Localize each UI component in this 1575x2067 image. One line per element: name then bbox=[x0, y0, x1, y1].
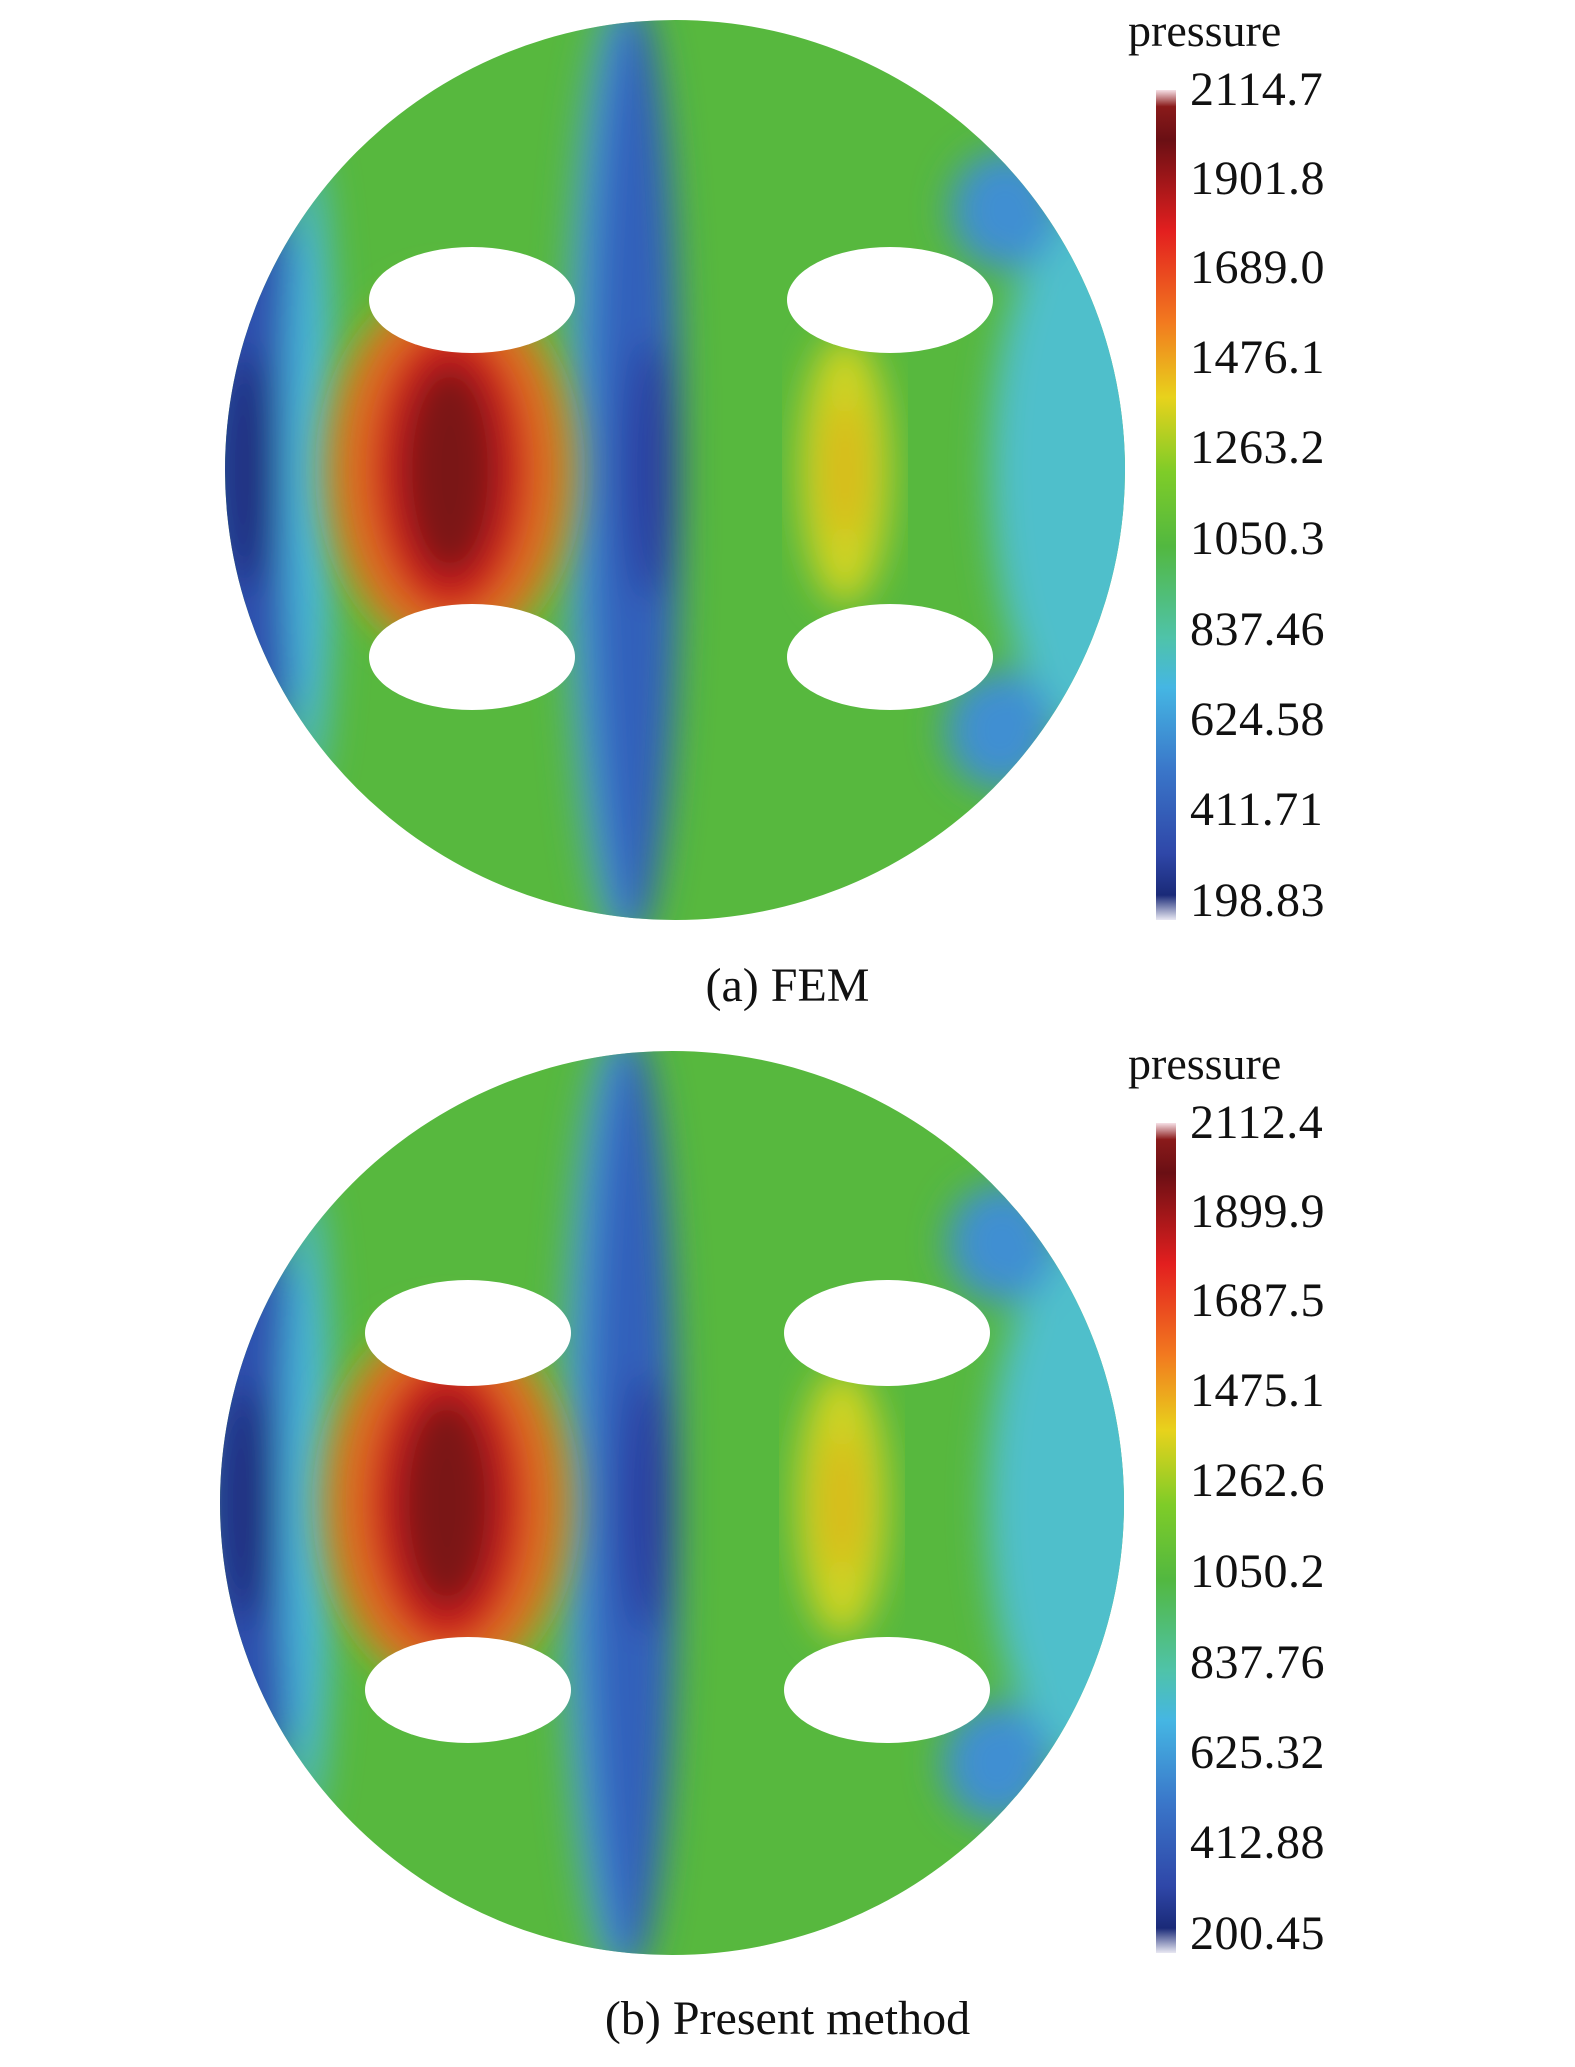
colorbar bbox=[1156, 90, 1176, 920]
colorbar-tick-label: 625.32 bbox=[1190, 1726, 1325, 1779]
colorbar-tick-label: 1475.1 bbox=[1190, 1364, 1325, 1417]
colorbar-tick-label: 1687.5 bbox=[1190, 1274, 1325, 1327]
colorbar-tick-label: 1262.6 bbox=[1190, 1454, 1325, 1507]
transition-left bbox=[285, 150, 335, 790]
colorbar-tick-label: 1899.9 bbox=[1190, 1185, 1325, 1238]
colorbar-tick-label: 837.76 bbox=[1190, 1636, 1325, 1689]
colorbar-title: pressure bbox=[1128, 5, 1282, 56]
colorbar-tick-label: 624.58 bbox=[1190, 693, 1325, 746]
secondary-high-core bbox=[822, 1433, 862, 1573]
colorbar-title: pressure bbox=[1128, 1038, 1282, 1089]
panel-fem: pressure 2114.7 1901.8 1689.0 1476.1 126… bbox=[0, 0, 1575, 1033]
colorbar-tick-label: 1689.0 bbox=[1190, 241, 1325, 294]
right-upper-low bbox=[947, 1183, 1057, 1303]
central-low-core bbox=[625, 340, 675, 600]
colorbar bbox=[1156, 1123, 1176, 1953]
high-pressure-core bbox=[400, 360, 500, 580]
hole-bottom-right bbox=[784, 1637, 990, 1743]
hole-top-left bbox=[365, 1280, 571, 1386]
colorbar-tick-label: 837.46 bbox=[1190, 603, 1325, 656]
colorbar-tick-label: 1901.8 bbox=[1190, 152, 1325, 205]
colorbar-tick-label: 2114.7 bbox=[1190, 63, 1324, 116]
panel-caption: (b) Present method bbox=[604, 1992, 971, 2045]
colorbar-tick-label: 411.71 bbox=[1190, 783, 1324, 836]
right-edge-band bbox=[987, 1243, 1124, 1763]
transition-left bbox=[283, 1183, 333, 1823]
right-upper-low bbox=[950, 150, 1060, 270]
colorbar-tick-label: 1050.2 bbox=[1190, 1545, 1325, 1598]
panel-caption: (a) FEM bbox=[705, 959, 870, 1012]
hole-bottom-left bbox=[365, 1637, 571, 1743]
secondary-high-core bbox=[825, 400, 865, 540]
hole-top-left bbox=[369, 247, 575, 353]
colorbar-tick-label: 1263.2 bbox=[1190, 421, 1325, 474]
minimum-left-core bbox=[225, 350, 273, 590]
colorbar-tick-label: 1050.3 bbox=[1190, 512, 1325, 565]
hole-bottom-right bbox=[787, 604, 993, 710]
panel-present-method: pressure 2112.4 1899.9 1687.5 1475.1 126… bbox=[0, 1033, 1575, 2066]
pressure-field-plot bbox=[220, 1051, 1124, 1955]
hole-bottom-left bbox=[369, 604, 575, 710]
hole-top-right bbox=[784, 1280, 990, 1386]
high-pressure-core bbox=[397, 1393, 497, 1613]
hole-top-right bbox=[787, 247, 993, 353]
minimum-left-core bbox=[221, 1383, 271, 1623]
central-low-core bbox=[621, 1373, 671, 1633]
colorbar-tick-label: 198.83 bbox=[1190, 874, 1325, 927]
colorbar-tick-label: 412.88 bbox=[1190, 1816, 1325, 1869]
pressure-field-plot bbox=[225, 20, 1125, 920]
colorbar-tick-label: 2112.4 bbox=[1190, 1096, 1324, 1149]
right-edge-band bbox=[990, 210, 1125, 730]
colorbar-tick-label: 1476.1 bbox=[1190, 331, 1325, 384]
colorbar-tick-label: 200.45 bbox=[1190, 1907, 1325, 1960]
